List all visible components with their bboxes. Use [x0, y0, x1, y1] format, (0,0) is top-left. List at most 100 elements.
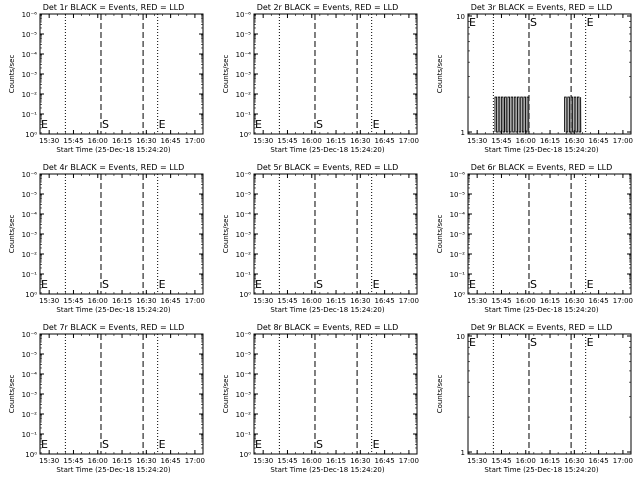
- x-tick-label: 16:15: [540, 457, 560, 465]
- x-axis-label: Start Time (25-Dec-18 15:24:20): [270, 466, 384, 474]
- y-tick-label: 10⁻¹: [22, 431, 38, 439]
- panel-title: Det 9r BLACK = Events, RED = LLD: [471, 323, 613, 332]
- marker-label: E: [587, 16, 594, 29]
- y-tick-label: 10⁻⁶: [22, 331, 38, 339]
- y-tick-label: 10⁻⁴: [22, 211, 38, 219]
- marker-label: E: [159, 278, 166, 291]
- marker-label: S: [102, 278, 109, 291]
- x-tick-label: 15:30: [39, 137, 59, 145]
- x-tick-label: 17:00: [613, 297, 633, 305]
- panel-det8: Det 8r BLACK = Events, RED = LLD 10⁰ 10⁻¹ 1…: [222, 323, 419, 474]
- y-tick-label: 10⁻⁶: [22, 171, 38, 179]
- x-tick-label: 15:30: [467, 297, 487, 305]
- x-axis-label: Start Time (25-Dec-18 15:24:20): [484, 146, 598, 154]
- y-tick-label: 10⁻³: [22, 391, 38, 399]
- y-tick-label: 10⁻²: [22, 251, 38, 259]
- marker-label: E: [587, 336, 594, 349]
- x-tick-label: 16:15: [112, 457, 132, 465]
- x-tick-label: 15:30: [39, 457, 59, 465]
- panel-det3: Det 3r BLACK = Events, RED = LLD 1 10 Count…: [436, 3, 633, 154]
- x-tick-label: 15:45: [277, 297, 297, 305]
- y-tick-label: 10⁻³: [236, 71, 252, 79]
- x-tick-label: 16:30: [564, 137, 584, 145]
- y-tick-label: 10⁻⁶: [236, 11, 252, 19]
- panel-det5: Det 5r BLACK = Events, RED = LLD 10⁰ 10⁻¹ 1…: [222, 163, 419, 314]
- panel-title: Det 5r BLACK = Events, RED = LLD: [257, 163, 399, 172]
- y-tick-label: 10⁰: [239, 291, 251, 299]
- marker-label: E: [159, 438, 166, 451]
- y-tick-label: 10⁰: [239, 131, 251, 139]
- y-tick-label: 10⁰: [25, 131, 37, 139]
- series-events: [564, 96, 582, 133]
- x-axis-label: Start Time (25-Dec-18 15:24:20): [56, 146, 170, 154]
- y-tick-label: 10⁻⁵: [236, 351, 252, 359]
- x-tick-label: 15:45: [277, 457, 297, 465]
- panel-det2: Det 2r BLACK = Events, RED = LLD 10⁰ 10⁻¹ 1…: [222, 3, 419, 154]
- marker-label: E: [373, 438, 380, 451]
- panel-title: Det 1r BLACK = Events, RED = LLD: [43, 3, 185, 12]
- x-tick-label: 16:45: [161, 457, 181, 465]
- x-tick-label: 16:00: [516, 457, 536, 465]
- x-tick-label: 16:00: [516, 297, 536, 305]
- x-tick-label: 16:15: [326, 137, 346, 145]
- y-tick-label: 10⁻⁵: [236, 31, 252, 39]
- marker-label: E: [587, 278, 594, 291]
- y-tick-label: 10⁻⁶: [236, 331, 252, 339]
- x-tick-label: 16:30: [564, 297, 584, 305]
- x-tick-label: 16:30: [136, 457, 156, 465]
- x-tick-label: 15:30: [467, 457, 487, 465]
- y-axis-label: Counts/sec: [8, 375, 16, 414]
- x-tick-label: 17:00: [613, 457, 633, 465]
- y-tick-label: 10⁻³: [450, 231, 466, 239]
- y-axis-label: Counts/sec: [436, 375, 444, 414]
- marker-label: E: [159, 118, 166, 131]
- y-tick-label: 10⁻³: [236, 231, 252, 239]
- marker-label: E: [373, 278, 380, 291]
- y-tick-label: 1: [461, 449, 465, 457]
- panels-container: Det 1r BLACK = Events, RED = LLD 10⁰ 10⁻¹ 1…: [8, 3, 633, 474]
- x-tick-label: 16:45: [375, 137, 395, 145]
- y-tick-label: 10⁻²: [22, 91, 38, 99]
- marker-label: S: [102, 438, 109, 451]
- y-tick-label: 10⁻²: [450, 251, 466, 259]
- x-axis-label: Start Time (25-Dec-18 15:24:20): [484, 466, 598, 474]
- x-tick-label: 15:30: [253, 297, 273, 305]
- marker-label: S: [316, 278, 323, 291]
- x-tick-label: 16:45: [375, 297, 395, 305]
- y-tick-label: 10⁻⁶: [236, 171, 252, 179]
- x-tick-label: 16:00: [88, 297, 108, 305]
- y-tick-label: 10: [456, 333, 465, 341]
- panel-det9: Det 9r BLACK = Events, RED = LLD 1 10 Count…: [436, 323, 633, 474]
- panel-det6: Det 6r BLACK = Events, RED = LLD 10⁰ 10⁻¹ 1…: [436, 163, 633, 314]
- y-axis-label: Counts/sec: [222, 215, 230, 254]
- x-axis-label: Start Time (25-Dec-18 15:24:20): [56, 466, 170, 474]
- y-axis-label: Counts/sec: [222, 55, 230, 94]
- x-tick-label: 16:30: [564, 457, 584, 465]
- marker-label: E: [469, 336, 476, 349]
- y-tick-label: 10⁻⁵: [450, 191, 466, 199]
- y-tick-label: 10⁰: [25, 451, 37, 459]
- marker-label: E: [469, 16, 476, 29]
- series-events: [504, 96, 530, 133]
- y-tick-label: 10⁻⁶: [22, 11, 38, 19]
- y-tick-label: 10⁻⁴: [236, 371, 252, 379]
- x-tick-label: 16:45: [161, 297, 181, 305]
- plot-frame: [467, 333, 632, 455]
- x-tick-label: 17:00: [185, 297, 205, 305]
- y-tick-label: 10⁻⁶: [450, 171, 466, 179]
- x-tick-label: 16:15: [326, 457, 346, 465]
- marker-label: E: [41, 118, 48, 131]
- panel-det7: Det 7r BLACK = Events, RED = LLD 10⁰ 10⁻¹ 1…: [8, 323, 205, 474]
- x-tick-label: 16:30: [350, 297, 370, 305]
- x-tick-label: 16:00: [88, 457, 108, 465]
- marker-label: E: [469, 278, 476, 291]
- marker-label: S: [530, 336, 537, 349]
- x-tick-label: 15:30: [253, 457, 273, 465]
- x-tick-label: 15:45: [63, 137, 83, 145]
- y-tick-label: 10⁰: [453, 291, 465, 299]
- y-tick-label: 10⁰: [239, 451, 251, 459]
- x-tick-label: 15:45: [63, 457, 83, 465]
- y-tick-label: 10⁻³: [236, 391, 252, 399]
- x-tick-label: 15:45: [491, 137, 511, 145]
